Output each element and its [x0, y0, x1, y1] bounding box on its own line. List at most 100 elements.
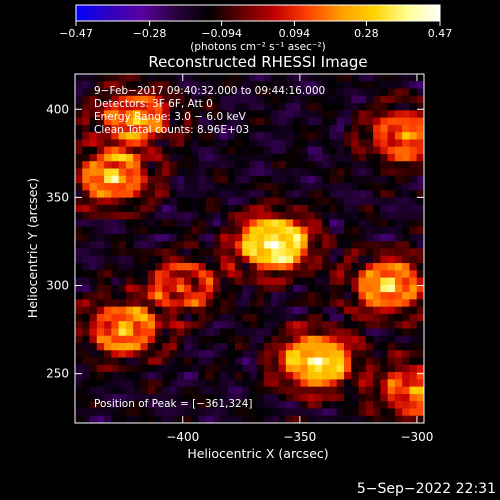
image-pixel	[380, 248, 389, 257]
image-pixel	[264, 350, 272, 358]
image-pixel	[373, 124, 381, 133]
image-pixel	[191, 306, 199, 315]
image-pixel	[285, 292, 294, 300]
image-pixel	[213, 379, 221, 388]
image-pixel	[198, 117, 207, 126]
image-pixel	[322, 175, 330, 184]
image-pixel	[249, 393, 258, 402]
image-pixel	[322, 248, 330, 257]
image-pixel	[198, 197, 207, 206]
image-pixel	[256, 357, 265, 366]
image-pixel	[140, 88, 149, 97]
image-pixel	[176, 284, 185, 293]
image-pixel	[75, 103, 83, 111]
image-pixel	[111, 263, 120, 271]
image-pixel	[365, 197, 374, 206]
image-pixel	[351, 408, 359, 417]
image-pixel	[213, 117, 221, 126]
image-pixel	[89, 212, 98, 220]
image-pixel	[387, 255, 396, 264]
image-pixel	[249, 270, 258, 278]
image-pixel	[380, 277, 389, 286]
image-pixel	[104, 263, 112, 271]
image-pixel	[365, 183, 374, 191]
image-pixel	[344, 292, 352, 300]
image-pixel	[394, 161, 403, 169]
image-pixel	[271, 74, 279, 82]
image-pixel	[191, 313, 199, 322]
image-pixel	[416, 103, 424, 111]
image-pixel	[82, 357, 90, 366]
image-pixel	[227, 408, 236, 417]
image-pixel	[322, 168, 330, 177]
image-pixel	[322, 190, 330, 198]
image-pixel	[278, 110, 287, 119]
image-pixel	[373, 270, 381, 278]
image-pixel	[75, 299, 83, 308]
image-pixel	[234, 95, 243, 104]
image-pixel	[336, 408, 345, 417]
image-pixel	[314, 124, 323, 133]
image-pixel	[402, 103, 410, 111]
image-pixel	[82, 321, 90, 329]
image-pixel	[373, 401, 381, 409]
image-pixel	[394, 110, 403, 119]
image-pixel	[89, 292, 98, 300]
image-pixel	[184, 161, 192, 169]
image-pixel	[264, 364, 272, 373]
image-pixel	[351, 292, 359, 300]
image-pixel	[344, 306, 352, 315]
image-pixel	[380, 204, 389, 213]
image-pixel	[344, 372, 352, 380]
image-pixel	[293, 139, 301, 148]
image-pixel	[365, 313, 374, 322]
image-pixel	[176, 277, 185, 286]
image-pixel	[234, 226, 243, 235]
image-pixel	[184, 103, 192, 111]
image-pixel	[133, 161, 141, 169]
image-pixel	[89, 248, 98, 257]
image-pixel	[234, 248, 243, 257]
image-pixel	[89, 408, 98, 417]
image-pixel	[271, 226, 279, 235]
image-pixel	[351, 183, 359, 191]
image-pixel	[293, 343, 301, 351]
image-pixel	[336, 204, 345, 213]
image-pixel	[234, 270, 243, 278]
image-pixel	[300, 292, 309, 300]
image-pixel	[184, 88, 192, 97]
image-pixel	[278, 270, 287, 278]
image-pixel	[104, 299, 112, 308]
image-pixel	[307, 270, 316, 278]
image-pixel	[118, 299, 127, 308]
image-pixel	[176, 241, 185, 249]
image-pixel	[75, 292, 83, 300]
image-pixel	[184, 299, 192, 308]
image-pixel	[373, 153, 381, 162]
image-pixel	[322, 321, 330, 329]
image-pixel	[285, 212, 294, 220]
image-pixel	[162, 81, 170, 89]
image-pixel	[322, 81, 330, 89]
image-pixel	[336, 248, 345, 257]
image-pixel	[322, 233, 330, 242]
image-pixel	[111, 306, 120, 315]
image-pixel	[358, 306, 367, 315]
image-pixel	[365, 284, 374, 293]
image-pixel	[242, 226, 250, 235]
image-pixel	[220, 270, 229, 278]
image-pixel	[416, 328, 424, 337]
image-pixel	[249, 401, 258, 409]
image-pixel	[394, 74, 403, 82]
image-pixel	[314, 183, 323, 191]
image-pixel	[329, 386, 338, 395]
image-pixel	[82, 197, 90, 206]
image-pixel	[227, 241, 236, 249]
image-pixel	[358, 132, 367, 140]
image-pixel	[271, 306, 279, 315]
image-pixel	[387, 386, 396, 395]
image-pixel	[249, 241, 258, 249]
image-pixel	[402, 372, 410, 380]
image-pixel	[125, 226, 134, 235]
image-pixel	[402, 248, 410, 257]
